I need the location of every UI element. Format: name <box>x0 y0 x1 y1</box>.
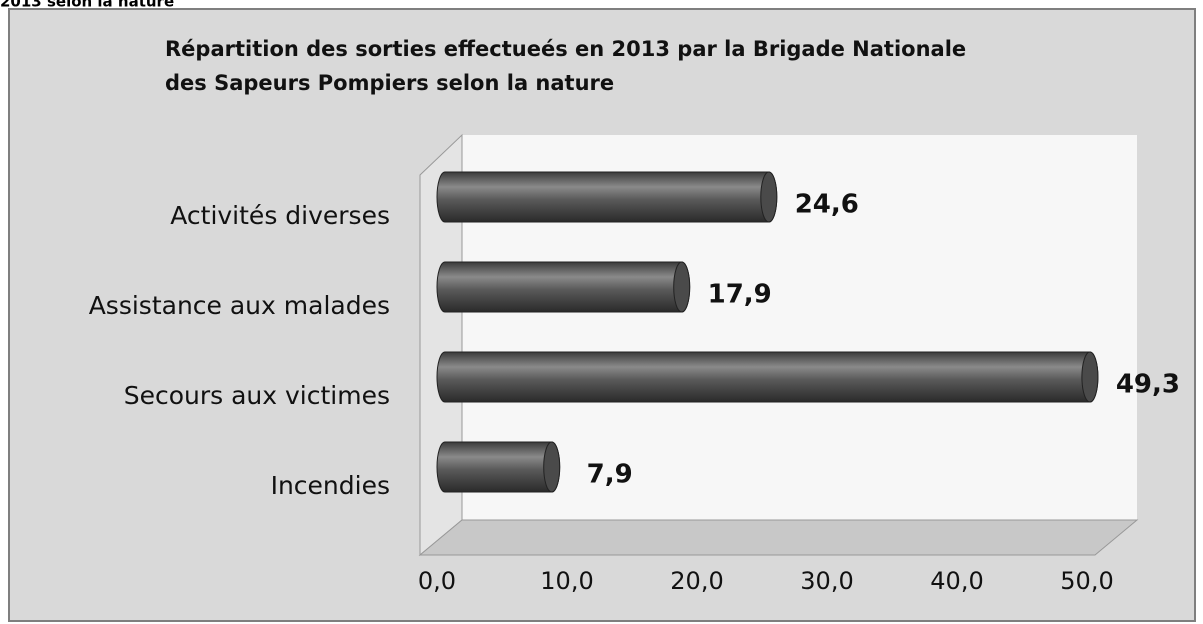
x-tick-label: 40,0 <box>930 567 983 595</box>
value-label: 49,3 <box>1116 370 1180 400</box>
x-tick-label: 20,0 <box>670 567 723 595</box>
bar-cap <box>543 441 561 493</box>
bar-cap <box>673 261 691 313</box>
bar-cap <box>1081 351 1099 403</box>
x-tick-label: 30,0 <box>800 567 853 595</box>
y-tick-label: Activités diverses <box>170 201 390 230</box>
x-tick-label: 0,0 <box>418 567 456 595</box>
header-text: 2013 selon la nature <box>0 0 174 11</box>
y-tick-label: Assistance aux malades <box>89 291 390 320</box>
bar-cap <box>760 171 778 223</box>
y-tick-label: Incendies <box>271 471 390 500</box>
value-label: 17,9 <box>708 280 772 310</box>
chart-title: des Sapeurs Pompiers selon la nature <box>165 71 614 95</box>
bar <box>436 441 561 493</box>
floor <box>418 519 1139 556</box>
value-label: 7,9 <box>587 460 633 490</box>
bar <box>436 351 1099 403</box>
chart-title: Répartition des sorties effectueés en 20… <box>165 37 966 61</box>
back-wall <box>462 135 1137 520</box>
bar <box>436 171 778 223</box>
bar <box>436 261 691 313</box>
x-tick-label: 50,0 <box>1060 567 1113 595</box>
value-label: 24,6 <box>795 190 859 220</box>
x-tick-label: 10,0 <box>540 567 593 595</box>
y-tick-label: Secours aux victimes <box>124 381 390 410</box>
